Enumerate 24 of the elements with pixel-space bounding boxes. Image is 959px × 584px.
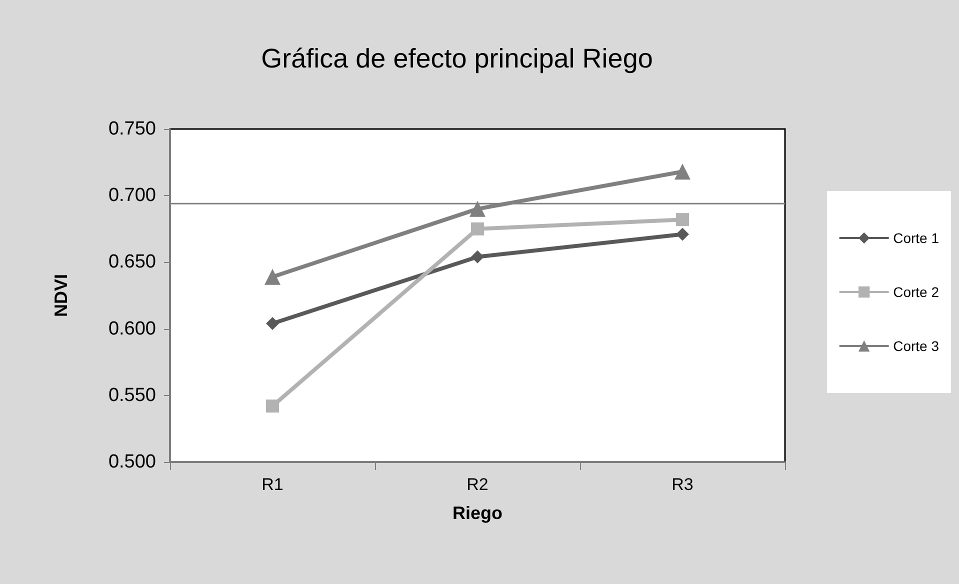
point bbox=[676, 213, 689, 226]
x-tick-label: R3 bbox=[672, 475, 694, 494]
point bbox=[470, 200, 486, 217]
point bbox=[676, 228, 689, 241]
y-tick-label: 0.700 bbox=[108, 185, 156, 206]
legend-label: Corte 2 bbox=[893, 284, 940, 300]
legend-label: Corte 1 bbox=[893, 230, 940, 246]
point bbox=[264, 268, 280, 285]
y-axis-title: NDVI bbox=[51, 274, 71, 318]
point bbox=[471, 250, 484, 264]
point bbox=[471, 222, 484, 236]
point bbox=[266, 316, 279, 330]
point bbox=[674, 164, 690, 180]
x-tick-label: R1 bbox=[262, 475, 284, 494]
y-tick-label: 0.550 bbox=[108, 384, 156, 406]
y-tick-label: 0.600 bbox=[108, 318, 156, 340]
y-tick-label: 0.650 bbox=[108, 252, 156, 273]
y-tick-label: 0.750 bbox=[108, 118, 156, 140]
legend-label: Corte 3 bbox=[893, 338, 940, 354]
x-axis-title: Riego bbox=[452, 503, 503, 523]
chart-title: Gráfica de efecto principal Riego bbox=[261, 44, 653, 74]
point bbox=[266, 400, 279, 413]
y-tick-label: 0.500 bbox=[108, 452, 156, 472]
x-tick-label: R2 bbox=[466, 475, 488, 494]
